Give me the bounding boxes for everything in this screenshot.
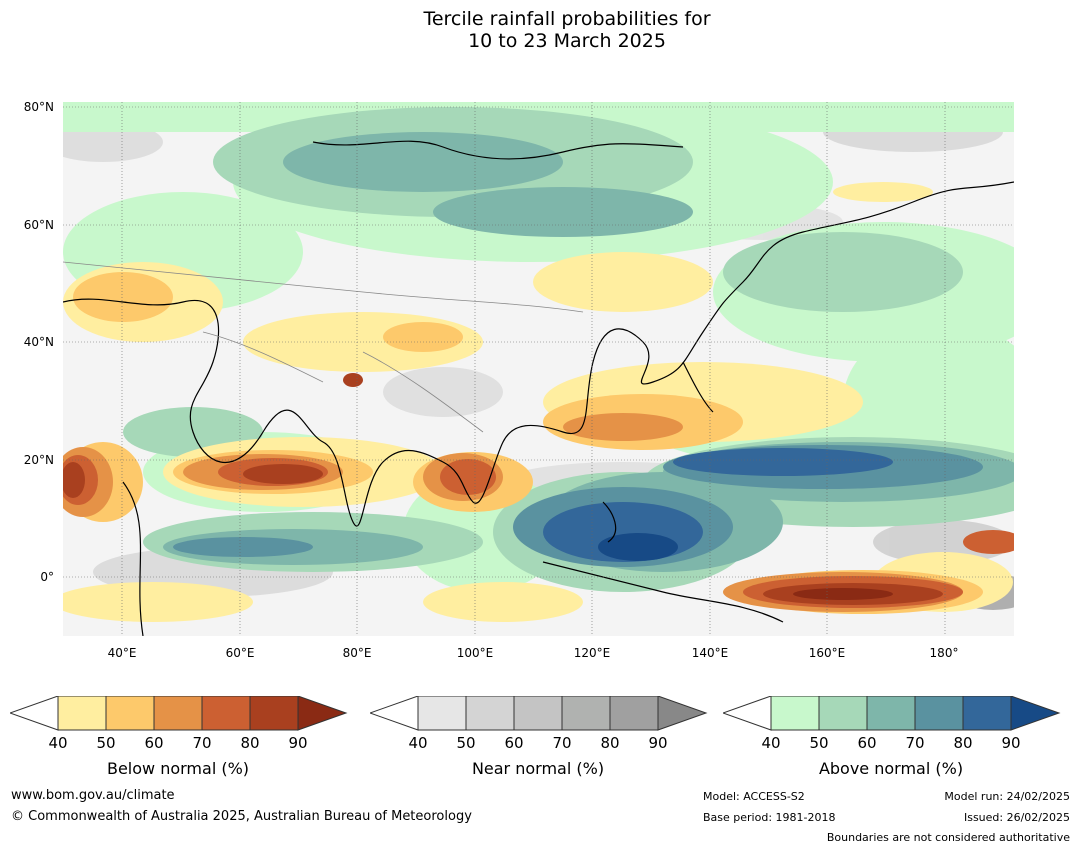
colorbar-near-tick-60: 60 bbox=[504, 734, 524, 752]
legend-title-above-normal: Above normal (%) bbox=[818, 759, 964, 778]
colorbar-near-normal bbox=[370, 696, 708, 731]
title-line-2: 10 to 23 March 2025 bbox=[468, 30, 666, 52]
map-title: Tercile rainfall probabilities for 10 to… bbox=[0, 8, 1081, 52]
colorbar-below-cells bbox=[57, 696, 299, 731]
colorbar-near-cell-1 bbox=[465, 696, 515, 731]
footer-url[interactable]: www.bom.gov.au/climate bbox=[11, 788, 175, 803]
colorbar-above-tick-70: 70 bbox=[905, 734, 925, 752]
legend-title-near-normal: Near normal (%) bbox=[471, 759, 605, 778]
colorbar-below-tick-50: 50 bbox=[96, 734, 116, 752]
coastlines bbox=[63, 140, 1014, 636]
lat-label-80n: 80°N bbox=[23, 100, 54, 114]
title-line-1: Tercile rainfall probabilities for bbox=[423, 8, 711, 30]
colorbar-above-normal bbox=[723, 696, 1061, 731]
colorbar-above-tick-40: 40 bbox=[761, 734, 781, 752]
legend-title-below-normal: Below normal (%) bbox=[106, 759, 250, 778]
below-normal-darkest bbox=[793, 588, 893, 600]
colorbar-below-tick-70: 70 bbox=[192, 734, 212, 752]
colorbar-above-tick-90: 90 bbox=[1001, 734, 1021, 752]
footer-model: Model: ACCESS-S2 bbox=[703, 790, 805, 803]
lon-label-40e: 40°E bbox=[107, 646, 137, 660]
colorbar-near-cell-3 bbox=[561, 696, 611, 731]
lat-label-40n: 40°N bbox=[23, 335, 54, 349]
colorbar-above-cells bbox=[770, 696, 1012, 731]
colorbar-near-cell-4 bbox=[609, 696, 659, 731]
colorbar-near-lower-arrow bbox=[370, 696, 419, 731]
lon-label-160e: 160°E bbox=[808, 646, 846, 660]
colorbar-below-lower-arrow bbox=[10, 696, 59, 731]
colorbar-below-cell-2 bbox=[153, 696, 203, 731]
colorbar-near-tick-50: 50 bbox=[456, 734, 476, 752]
colorbar-near-cell-2 bbox=[513, 696, 563, 731]
colorbar-above-cell-3 bbox=[914, 696, 964, 731]
colorbar-above-lower-arrow bbox=[723, 696, 772, 731]
colorbar-near-cells bbox=[417, 696, 659, 731]
lon-label-60e: 60°E bbox=[225, 646, 255, 660]
rainfall-probability-map bbox=[63, 102, 1014, 636]
lon-label-140e: 140°E bbox=[691, 646, 729, 660]
colorbar-above-cell-4 bbox=[962, 696, 1012, 731]
footer-disclaimer: Boundaries are not considered authoritat… bbox=[826, 831, 1070, 844]
colorbar-below-tick-60: 60 bbox=[144, 734, 164, 752]
above-normal-darkest bbox=[598, 533, 678, 561]
lat-label-60n: 60°N bbox=[23, 218, 54, 232]
footer-issued: Issued: 26/02/2025 bbox=[963, 811, 1070, 824]
lon-label-80e: 80°E bbox=[342, 646, 372, 660]
footer-base-period: Base period: 1981-2018 bbox=[703, 811, 836, 824]
colorbar-below-cell-0 bbox=[57, 696, 107, 731]
colorbar-near-tick-70: 70 bbox=[552, 734, 572, 752]
lon-label-180: 180° bbox=[929, 646, 959, 660]
country-borders bbox=[63, 261, 584, 433]
footer-model-run: Model run: 24/02/2025 bbox=[944, 790, 1070, 803]
graticule bbox=[63, 102, 1014, 636]
colorbar-above-cell-0 bbox=[770, 696, 820, 731]
colorbar-near-tick-40: 40 bbox=[408, 734, 428, 752]
lon-label-100e: 100°E bbox=[456, 646, 494, 660]
colorbar-below-tick-80: 80 bbox=[240, 734, 260, 752]
map-canvas bbox=[63, 102, 1014, 636]
colorbar-above-cell-2 bbox=[866, 696, 916, 731]
colorbar-below-cell-1 bbox=[105, 696, 155, 731]
colorbar-near-upper-arrow bbox=[657, 696, 708, 731]
colorbar-below-tick-90: 90 bbox=[288, 734, 308, 752]
lat-label-20n: 20°N bbox=[23, 453, 54, 467]
colorbar-above-tick-60: 60 bbox=[857, 734, 877, 752]
lon-label-120e: 120°E bbox=[573, 646, 611, 660]
colorbar-below-cell-3 bbox=[201, 696, 251, 731]
colorbar-above-tick-80: 80 bbox=[953, 734, 973, 752]
colorbar-below-tick-40: 40 bbox=[48, 734, 68, 752]
colorbar-near-tick-90: 90 bbox=[648, 734, 668, 752]
colorbar-near-cell-0 bbox=[417, 696, 467, 731]
footer-copyright: © Commonwealth of Australia 2025, Austra… bbox=[11, 809, 472, 824]
colorbar-near-tick-80: 80 bbox=[600, 734, 620, 752]
colorbar-below-normal bbox=[10, 696, 348, 731]
colorbar-below-cell-4 bbox=[249, 696, 299, 731]
colorbar-below-upper-arrow bbox=[297, 696, 348, 731]
colorbar-above-upper-arrow bbox=[1010, 696, 1061, 731]
lat-label-0: 0° bbox=[40, 570, 54, 584]
colorbar-above-cell-1 bbox=[818, 696, 868, 731]
colorbar-above-tick-50: 50 bbox=[809, 734, 829, 752]
